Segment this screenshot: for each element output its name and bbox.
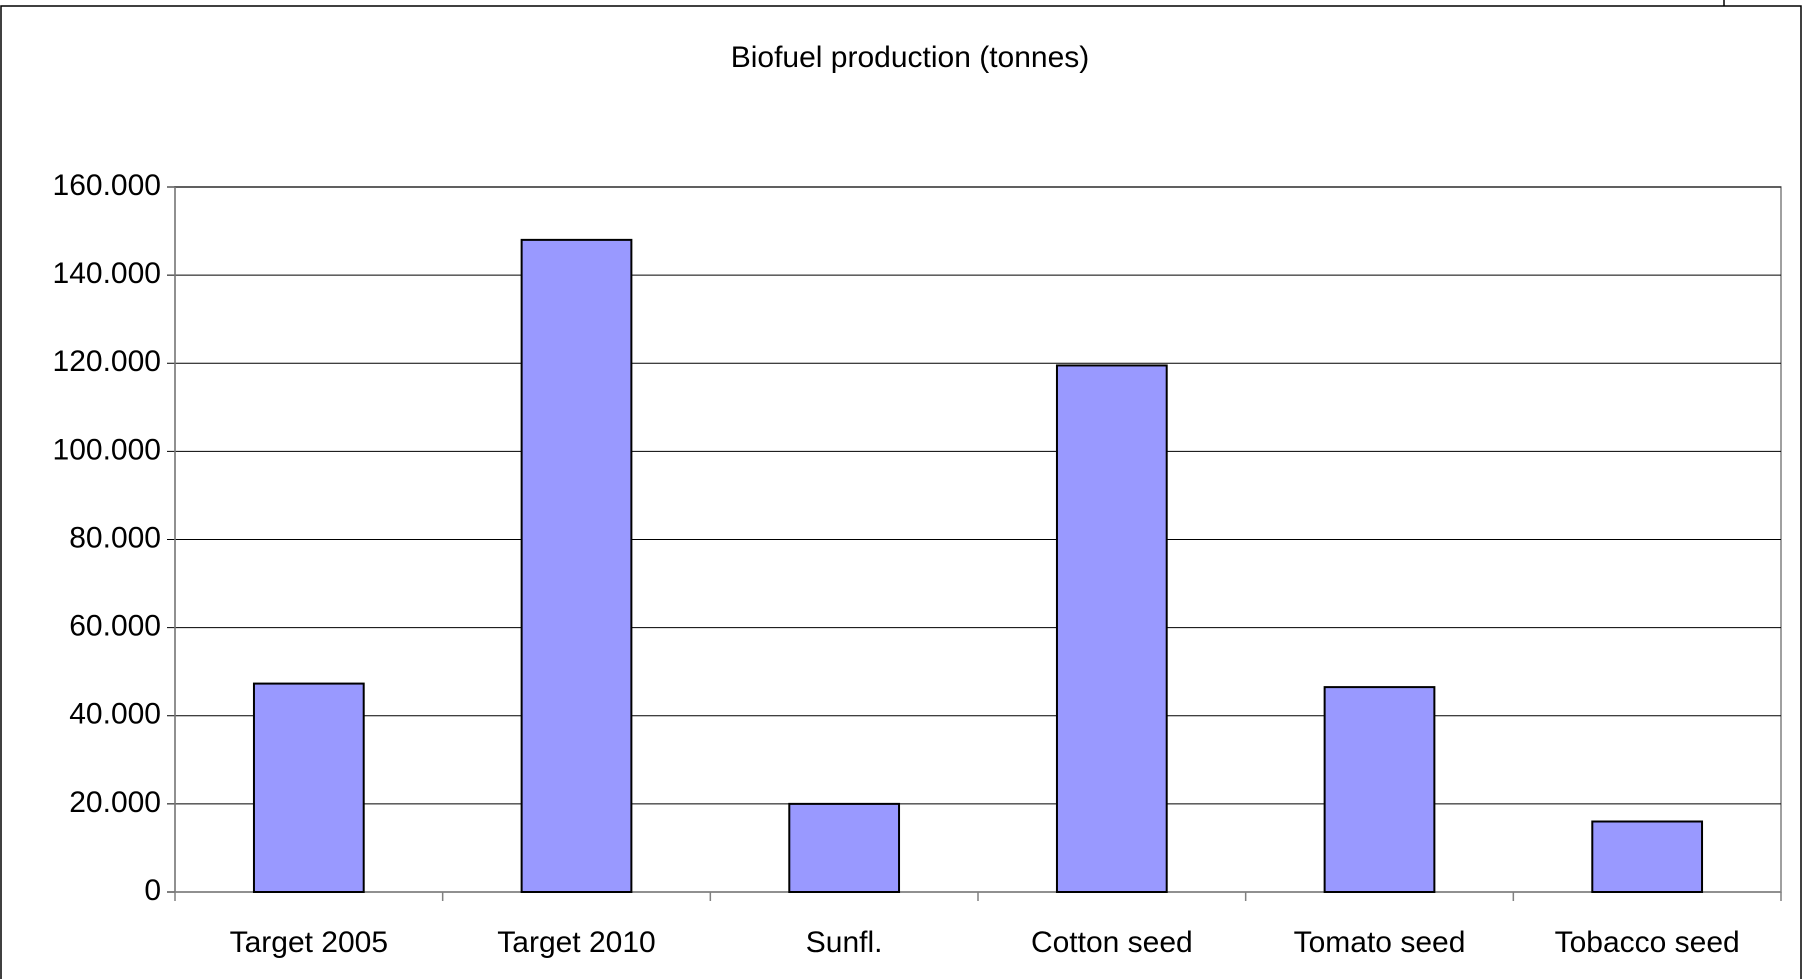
y-tick-label: 100.000: [53, 433, 161, 466]
bar: [1591, 820, 1704, 893]
y-tick-label: 160.000: [53, 169, 161, 202]
x-tick-label: Target 2010: [497, 926, 655, 959]
chart-title: Biofuel production (tonnes): [731, 41, 1090, 74]
x-tick-label: Target 2005: [230, 926, 388, 959]
y-tick-label: 20.000: [69, 786, 161, 819]
y-tick-label: 40.000: [69, 698, 161, 731]
x-tick-label: Tomato seed: [1294, 926, 1466, 959]
x-tick-label: Tobacco seed: [1555, 926, 1740, 959]
y-tick-label: 80.000: [69, 521, 161, 554]
bar: [1323, 686, 1436, 893]
y-tick-label: 120.000: [53, 345, 161, 378]
bar: [520, 238, 633, 893]
y-tick-label: 140.000: [53, 257, 161, 290]
bar: [1055, 364, 1168, 893]
x-tick-label: Sunfl.: [806, 926, 883, 959]
x-tick-label: Cotton seed: [1031, 926, 1193, 959]
bar: [788, 802, 901, 893]
bar: [252, 682, 365, 893]
y-tick-label: 60.000: [69, 610, 161, 643]
y-tick-label: 0: [144, 874, 161, 907]
